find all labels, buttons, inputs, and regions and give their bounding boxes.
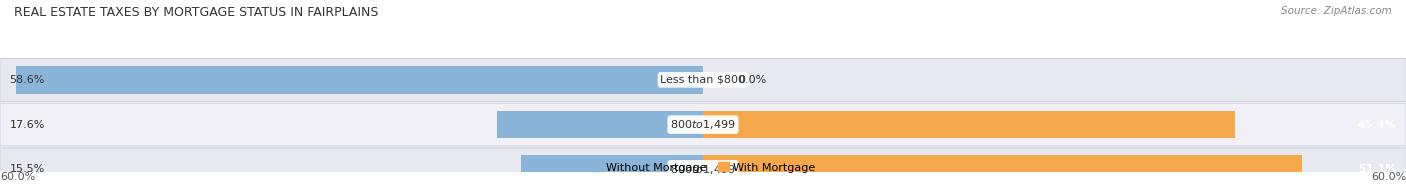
- Text: 60.0%: 60.0%: [0, 172, 35, 182]
- Bar: [522, 155, 703, 183]
- Text: REAL ESTATE TAXES BY MORTGAGE STATUS IN FAIRPLAINS: REAL ESTATE TAXES BY MORTGAGE STATUS IN …: [14, 6, 378, 19]
- Bar: [17, 66, 703, 94]
- Bar: [703, 111, 1234, 138]
- Text: $800 to $1,499: $800 to $1,499: [671, 118, 735, 131]
- Text: Less than $800: Less than $800: [661, 75, 745, 85]
- Text: 45.4%: 45.4%: [1358, 120, 1396, 130]
- Text: Source: ZipAtlas.com: Source: ZipAtlas.com: [1281, 6, 1392, 16]
- Text: 58.6%: 58.6%: [10, 75, 45, 85]
- Bar: [703, 155, 1302, 183]
- Text: 17.6%: 17.6%: [10, 120, 45, 130]
- Text: 0.0%: 0.0%: [738, 75, 766, 85]
- Text: 15.5%: 15.5%: [10, 164, 45, 174]
- Text: 60.0%: 60.0%: [1371, 172, 1406, 182]
- Legend: Without Mortgage, With Mortgage: Without Mortgage, With Mortgage: [586, 158, 820, 177]
- FancyBboxPatch shape: [0, 103, 1406, 146]
- FancyBboxPatch shape: [0, 58, 1406, 101]
- Bar: [496, 111, 703, 138]
- FancyBboxPatch shape: [0, 148, 1406, 191]
- Text: 51.1%: 51.1%: [1358, 164, 1396, 174]
- Text: $800 to $1,499: $800 to $1,499: [671, 163, 735, 176]
